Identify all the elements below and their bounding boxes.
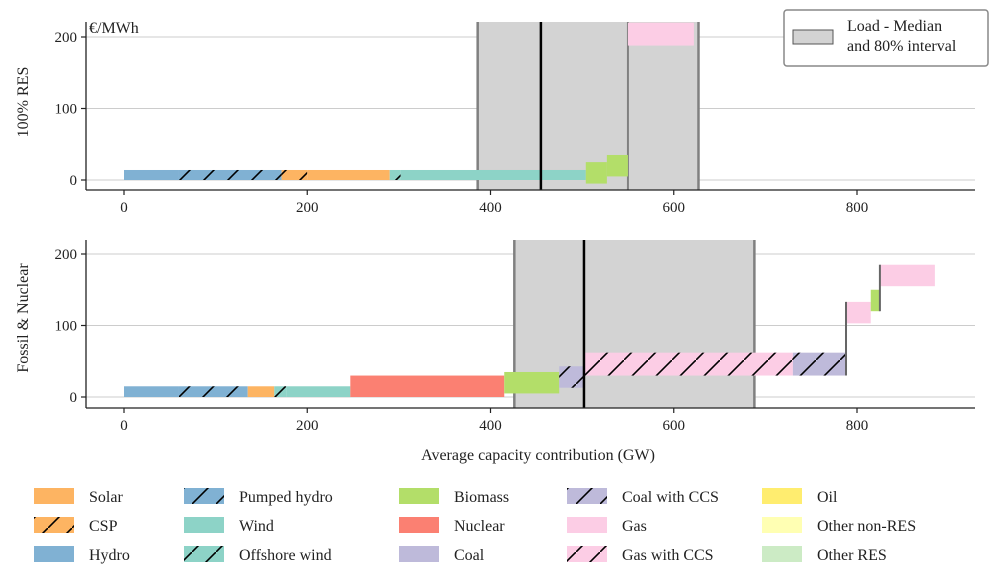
unit-label: €/MWh <box>89 20 139 37</box>
legend-label-gas: Gas <box>622 518 647 535</box>
y-axis-label-bottom: Fossil & Nuclear <box>15 263 32 373</box>
legend-label-biomass: Biomass <box>454 489 509 506</box>
legend-label-solar: Solar <box>89 489 123 506</box>
load-legend-frame <box>783 9 989 67</box>
legend-label-coal: Coal <box>454 547 485 564</box>
legend-hatch-offshore-wind <box>184 546 224 562</box>
bar-hatch-coal-with-ccs <box>559 366 584 388</box>
load-legend-line2: and 80% interval <box>847 38 957 55</box>
x-tick-label: 600 <box>663 200 686 216</box>
bar-wind <box>400 169 586 180</box>
bar-solar <box>307 169 390 180</box>
panel-100-res: 0 100 200 0 200 400 600 800 <box>55 22 975 216</box>
legend-label-other-non-res: Other non-RES <box>817 518 916 535</box>
legend-label-gas-with-ccs: Gas with CCS <box>622 547 714 564</box>
legend-swatch-coal <box>399 546 439 562</box>
legend-label-hydro: Hydro <box>89 547 130 564</box>
x-tick-label: 600 <box>663 418 686 434</box>
bar-hatch-coal-with-ccs <box>792 352 847 376</box>
legend-label-wind: Wind <box>239 518 274 535</box>
legend-swatch-hydro <box>34 546 74 562</box>
bar-gas <box>879 264 935 287</box>
x-tick-label: 400 <box>479 200 502 216</box>
legend-swatch-wind <box>184 517 224 533</box>
load-legend-line1: Load - Median <box>847 18 942 35</box>
bar-wind <box>286 386 351 397</box>
panel-fossil-nuclear: 0 100 200 0 200 400 600 800 <box>55 240 975 434</box>
bar-solar <box>247 386 275 397</box>
legend-swatch-other-non-res <box>762 517 802 533</box>
bar-hatch-offshore-wind <box>274 386 287 397</box>
x-tick-label: 800 <box>846 200 869 216</box>
bar-biomass <box>585 162 607 184</box>
legend-hatch-csp <box>34 517 74 533</box>
legend-swatch-oil <box>762 488 802 504</box>
bar-hatch-pumped-hydro <box>178 386 248 397</box>
y-tick-label: 0 <box>70 173 78 189</box>
x-tick-label: 200 <box>296 200 319 216</box>
x-tick-label: 800 <box>846 418 869 434</box>
legend-hatch-coal-with-ccs <box>567 488 607 504</box>
legend-label-oil: Oil <box>817 489 838 506</box>
y-tick-label: 100 <box>55 102 78 118</box>
bar-hatch-csp <box>281 169 308 180</box>
bar-hatch-pumped-hydro <box>178 169 282 180</box>
y-tick-label: 0 <box>70 390 78 406</box>
x-tick-label: 0 <box>120 200 128 216</box>
x-tick-label: 0 <box>120 418 128 434</box>
bar-biomass <box>870 289 880 312</box>
y-tick-label: 100 <box>55 319 78 335</box>
load-legend: Load - Median and 80% interval <box>783 9 989 67</box>
legend-label-pumped-hydro: Pumped hydro <box>239 489 333 506</box>
legend-label-offshore-wind: Offshore wind <box>239 547 332 564</box>
bar-hatch-gas-with-ccs <box>583 352 793 376</box>
y-axis-label-top: 100% RES <box>15 67 32 138</box>
x-axis-label: Average capacity contribution (GW) <box>421 447 655 464</box>
load-legend-swatch <box>792 29 834 45</box>
x-tick-label: 400 <box>479 418 502 434</box>
legend-label-csp: CSP <box>89 518 118 535</box>
legend-label-nuclear: Nuclear <box>454 518 505 535</box>
technology-legend: Solar CSP Hydro Pumped hydro Wind Offshore wi… <box>34 488 916 564</box>
bar-biomass <box>606 154 628 177</box>
legend-label-coal-with-ccs: Coal with CCS <box>622 489 719 506</box>
x-tick-label: 200 <box>296 418 319 434</box>
bar-hydro <box>124 386 179 397</box>
legend-swatch-biomass <box>399 488 439 504</box>
bar-nuclear <box>350 375 505 397</box>
bar-hatch-offshore-wind <box>389 169 401 180</box>
legend-swatch-solar <box>34 488 74 504</box>
legend-label-other-res: Other RES <box>817 547 887 564</box>
bar-gas <box>627 22 694 46</box>
bar-hydro <box>124 169 179 180</box>
legend-swatch-other-res <box>762 546 802 562</box>
legend-swatch-nuclear <box>399 517 439 533</box>
bar-biomass <box>504 371 560 394</box>
legend-swatch-gas <box>567 517 607 533</box>
legend-hatch-pumped-hydro <box>184 488 224 504</box>
legend-hatch-gas-with-ccs <box>567 546 607 562</box>
load-interval-band <box>477 22 699 190</box>
bar-gas <box>846 301 871 324</box>
y-tick-label: 200 <box>55 247 78 263</box>
y-tick-label: 200 <box>55 30 78 46</box>
